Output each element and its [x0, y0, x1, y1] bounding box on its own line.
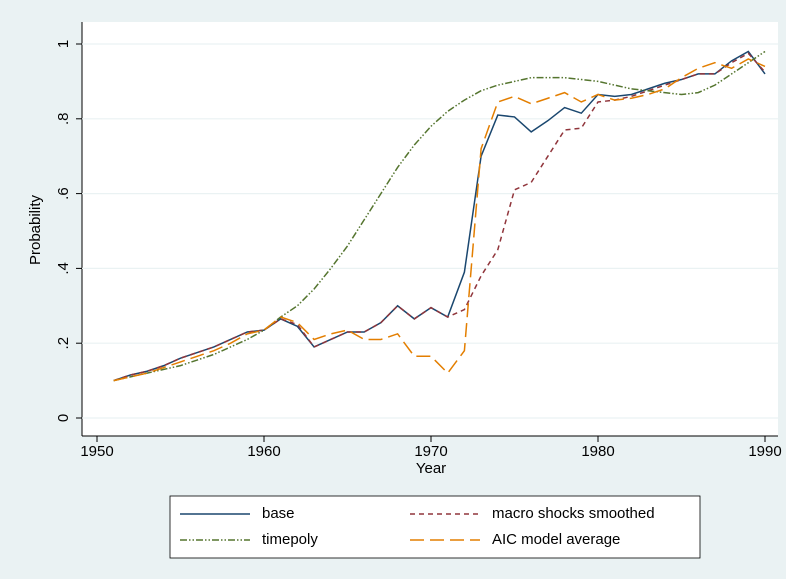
x-tick-label: 1990 — [748, 443, 781, 460]
y-tick-label: 0 — [55, 414, 72, 422]
y-tick-label: .8 — [55, 113, 72, 126]
x-tick-label: 1950 — [80, 443, 113, 460]
series-line — [113, 58, 766, 382]
y-tick-label: 1 — [55, 40, 72, 48]
y-tick-label: .4 — [55, 262, 72, 275]
x-tick-label: 1980 — [581, 443, 614, 460]
legend-label: base — [262, 505, 295, 522]
y-tick-label: .2 — [55, 337, 72, 350]
legend-label: macro shocks smoothed — [492, 505, 655, 522]
plot-area — [82, 22, 778, 436]
y-axis-label: Probability — [27, 194, 44, 265]
legend-label: AIC model average — [492, 531, 620, 548]
legend-label: timepoly — [262, 531, 318, 548]
y-tick-label: .6 — [55, 187, 72, 200]
x-tick-label: 1970 — [414, 443, 447, 460]
legend — [169, 495, 701, 559]
series-line — [113, 52, 766, 382]
x-axis-label: Year — [416, 460, 446, 477]
x-tick-label: 1960 — [247, 443, 280, 460]
